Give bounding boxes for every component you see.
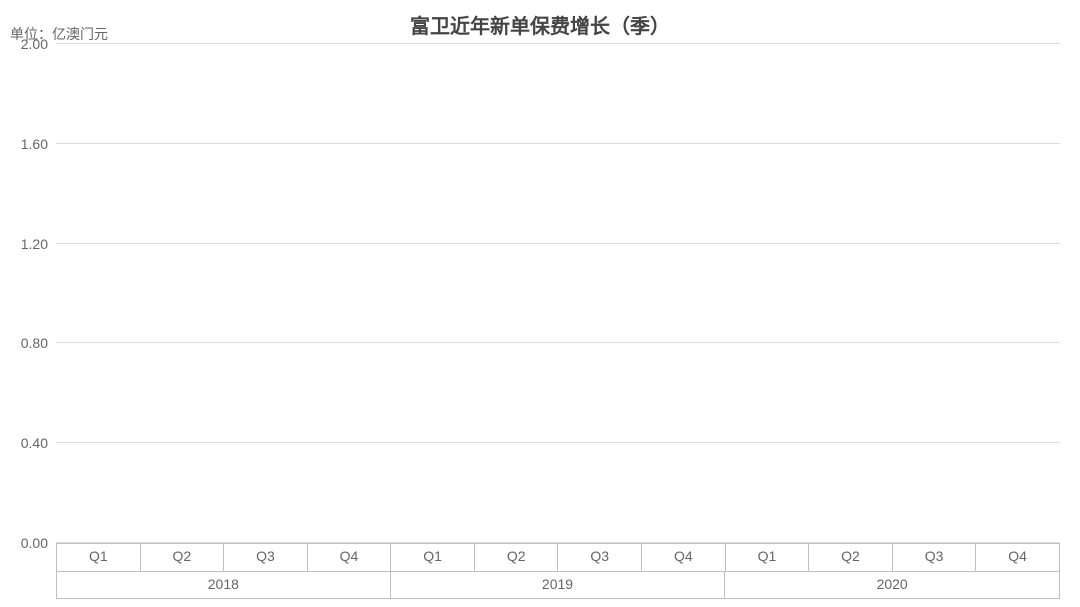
y-tick-label: 1.60 [21, 136, 56, 152]
chart-title: 富卫近年新单保费增长（季） [0, 10, 1080, 39]
x-tick-quarter: Q2 [475, 543, 559, 571]
x-tick-quarter: Q4 [642, 543, 726, 571]
bar-value-label: 0.96 [821, 518, 881, 535]
bar-value-label: 0.77 [68, 518, 128, 535]
x-tick-quarter: Q4 [308, 543, 392, 571]
y-tick-label: 0.40 [21, 435, 56, 451]
y-tick-label: 0.00 [21, 535, 56, 551]
bar-value-label: 1.01 [904, 518, 964, 535]
y-tick-label: 2.00 [21, 36, 56, 52]
x-tick-year: 2020 [725, 571, 1060, 599]
y-tick-label: 0.80 [21, 335, 56, 351]
gridline [56, 43, 1060, 44]
gridline [56, 342, 1060, 343]
bar-value-label: 0.76 [235, 518, 295, 535]
bar-value-label: 0.91 [151, 518, 211, 535]
bar-value-label: 1.55 [988, 518, 1048, 535]
y-tick-label: 1.20 [21, 236, 56, 252]
gridline [56, 143, 1060, 144]
x-axis-quarters: Q1Q2Q3Q4Q1Q2Q3Q4Q1Q2Q3Q4 [56, 543, 1060, 571]
bar-value-label: 0.90 [570, 518, 630, 535]
x-tick-quarter: Q3 [893, 543, 977, 571]
bar-value-label: 0.95 [319, 518, 379, 535]
bars-container: 0.77 0.91 0.76 0.95 0.79 0.89 0.90 1.02 0.78 0.96… [56, 44, 1060, 543]
x-tick-quarter: Q1 [391, 543, 475, 571]
premium-growth-chart: 富卫近年新单保费增长（季） 单位：亿澳门元 0.770.910.760.950.… [0, 0, 1080, 607]
gridline [56, 442, 1060, 443]
x-tick-quarter: Q1 [56, 543, 141, 571]
x-tick-year: 2019 [391, 571, 726, 599]
x-tick-quarter: Q3 [224, 543, 308, 571]
gridline [56, 243, 1060, 244]
plot-area: 0.77 0.91 0.76 0.95 0.79 0.89 0.90 1.02 0.78 0.96… [56, 44, 1060, 543]
bar-value-label: 0.89 [486, 518, 546, 535]
x-axis-years: 201820192020 [56, 571, 1060, 599]
x-tick-quarter: Q3 [558, 543, 642, 571]
bar-value-label: 0.78 [737, 518, 797, 535]
x-axis: Q1Q2Q3Q4Q1Q2Q3Q4Q1Q2Q3Q4 201820192020 [56, 543, 1060, 607]
x-tick-quarter: Q2 [141, 543, 225, 571]
x-tick-quarter: Q4 [976, 543, 1060, 571]
x-tick-year: 2018 [56, 571, 391, 599]
bar-value-label: 0.79 [402, 518, 462, 535]
x-tick-quarter: Q1 [726, 543, 810, 571]
x-tick-quarter: Q2 [809, 543, 893, 571]
bar-value-label: 1.02 [653, 518, 713, 535]
